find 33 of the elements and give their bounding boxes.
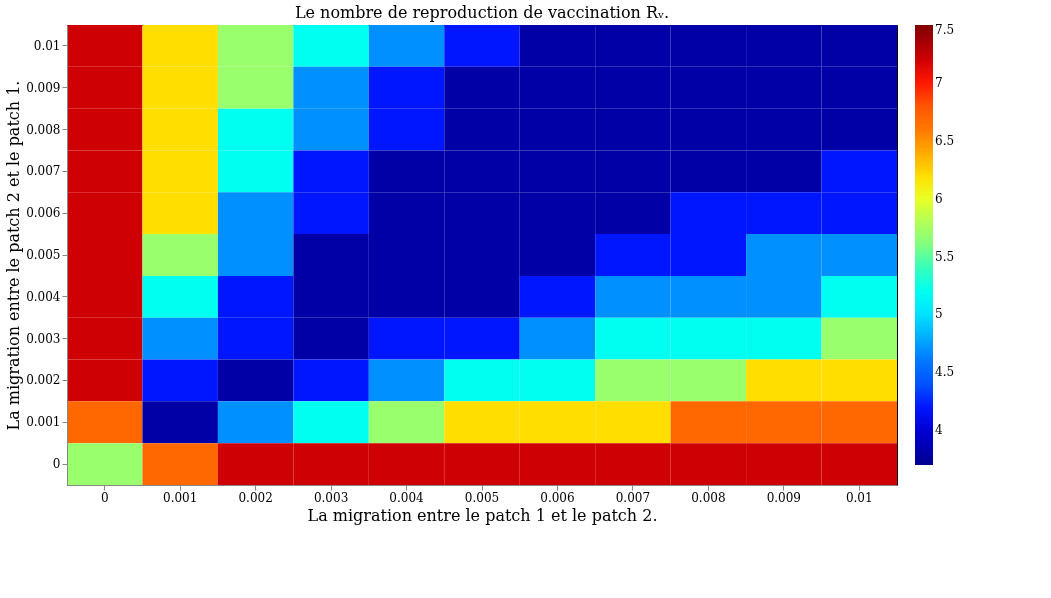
y-tick-label: 0.01 bbox=[33, 38, 61, 53]
y-axis-title: La migration entre le patch 2 et le patch 1. bbox=[4, 80, 24, 431]
y-tick-label: 0.009 bbox=[26, 80, 61, 95]
color-bar-label: 5 bbox=[935, 307, 943, 322]
color-bar-label: 6.5 bbox=[935, 133, 955, 148]
y-tick-label: 0.007 bbox=[26, 164, 61, 179]
y-tick-label: 0.008 bbox=[26, 122, 61, 137]
chart-title: Le nombre de reproduction de vaccination Rᵥ. bbox=[294, 3, 670, 22]
x-tick-label: 0.01 bbox=[845, 490, 873, 505]
x-tick-label: 0.004 bbox=[389, 490, 425, 505]
x-tick-label: 0.009 bbox=[766, 490, 801, 505]
y-tick-label: 0.006 bbox=[26, 206, 61, 221]
x-tick-label: 0.003 bbox=[313, 490, 349, 505]
y-tick-label: 0.002 bbox=[26, 373, 61, 388]
y-tick-label: 0.001 bbox=[26, 415, 61, 430]
x-tick-label: 0 bbox=[100, 490, 109, 505]
x-tick-label: 0.005 bbox=[464, 490, 500, 505]
color-bar-label: 4.5 bbox=[935, 365, 955, 380]
x-tick-label: 0.001 bbox=[163, 490, 198, 505]
color-bar-label: 4 bbox=[935, 423, 943, 438]
x-tick-label: 0.007 bbox=[615, 490, 651, 505]
y-tick-label: 0.003 bbox=[26, 331, 61, 346]
x-tick-label: 0.002 bbox=[238, 490, 273, 505]
color-bar-label: 6 bbox=[935, 191, 943, 206]
color-bar-label: 5.5 bbox=[935, 249, 955, 264]
color-bar-label: 7.5 bbox=[935, 23, 955, 37]
y-tick-label: 0.005 bbox=[26, 248, 61, 262]
x-tick-label: 0.006 bbox=[540, 490, 575, 505]
x-axis-title: La migration entre le patch 1 et le patch 2. bbox=[307, 505, 658, 525]
y-tick-label: 0 bbox=[52, 457, 61, 472]
y-tick-label: 0.004 bbox=[26, 289, 61, 304]
x-tick-label: 0.008 bbox=[691, 490, 726, 505]
color-bar-label: 7 bbox=[935, 75, 943, 90]
